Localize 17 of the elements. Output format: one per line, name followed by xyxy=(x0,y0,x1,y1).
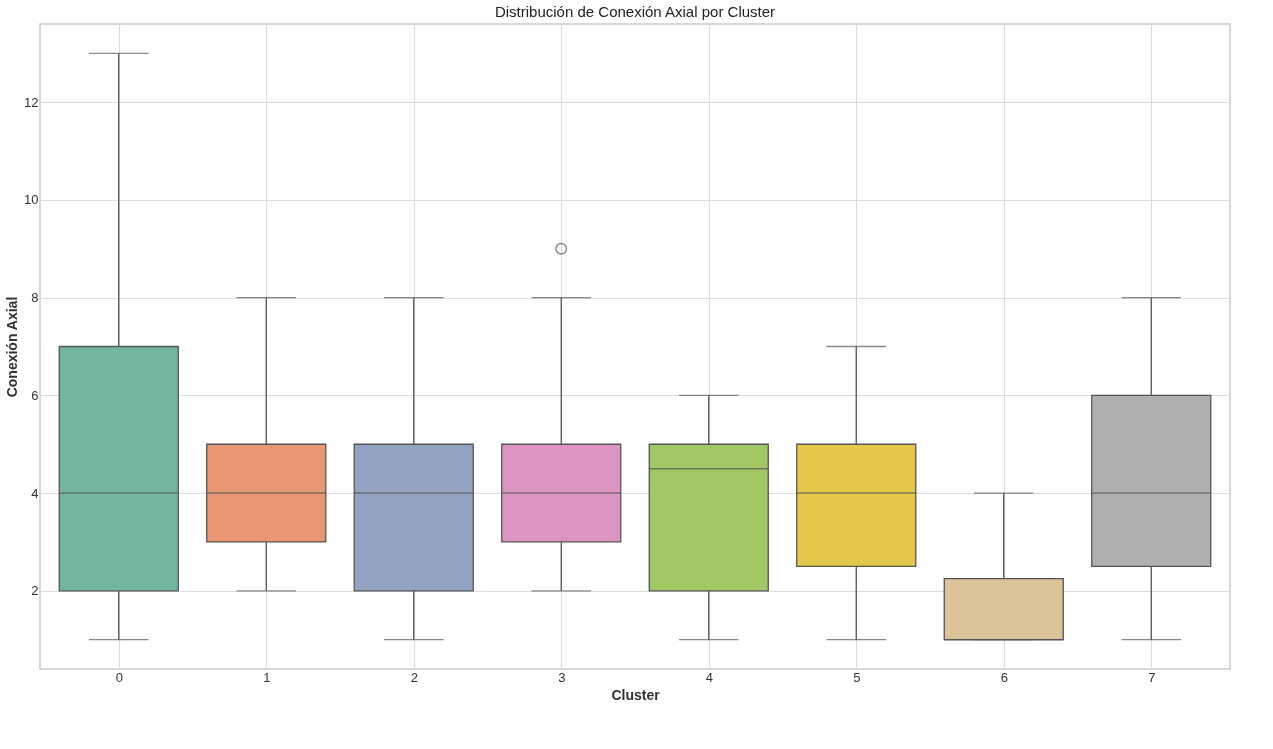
y-tick-label: 4 xyxy=(31,485,39,501)
x-tick-label: 6 xyxy=(1000,669,1008,685)
x-axis-title: Cluster xyxy=(611,686,661,703)
x-tick-label: 7 xyxy=(1148,669,1156,685)
y-tick-label: 2 xyxy=(31,583,39,599)
x-tick-label: 4 xyxy=(705,669,713,685)
x-tick-label: 0 xyxy=(115,669,123,685)
y-axis-title: Conexión Axial xyxy=(4,296,21,398)
x-tick-label: 3 xyxy=(558,669,566,685)
y-tick-label: 6 xyxy=(31,387,39,403)
y-tick-label: 8 xyxy=(31,290,39,306)
y-tick-label: 12 xyxy=(24,94,39,110)
x-tick-label: 5 xyxy=(853,669,861,685)
x-tick-label: 2 xyxy=(410,669,418,685)
y-tick-label: 10 xyxy=(24,192,39,208)
x-tick-label: 1 xyxy=(263,669,271,685)
chart-title: Distribución de Conexión Axial por Cluster xyxy=(494,3,776,20)
